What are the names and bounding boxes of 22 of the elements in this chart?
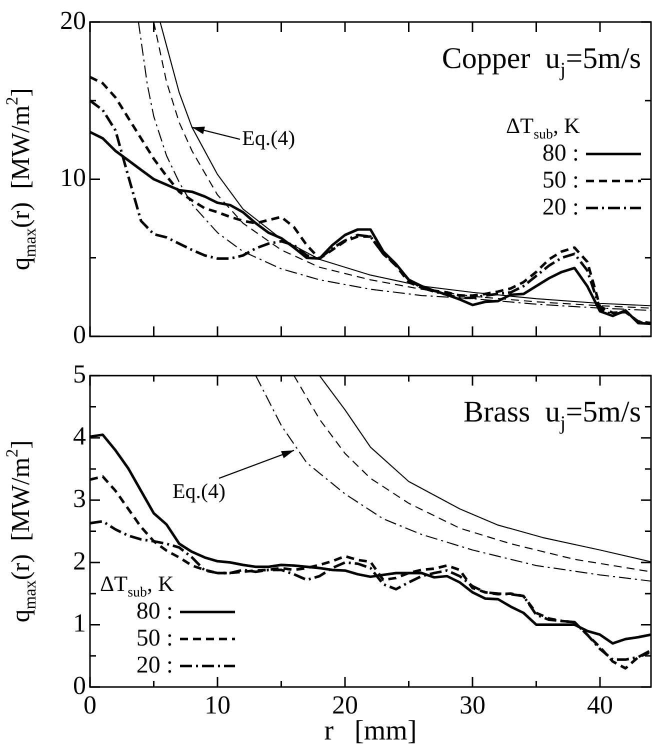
y-tick-label: 0	[73, 320, 86, 350]
x-tick-label: 10	[204, 690, 230, 720]
y-tick-label: 2	[73, 546, 86, 576]
legend-label: 20 :	[136, 652, 174, 678]
y-tick-label: 4	[73, 422, 86, 451]
y-tick-label: 3	[73, 484, 86, 513]
y-tick-label: 1	[73, 608, 86, 638]
y-tick-label: 5	[73, 359, 86, 388]
annotation: Eq.(4)	[172, 478, 226, 503]
legend-label: 50 :	[542, 167, 580, 194]
y-tick-label: 20	[60, 6, 86, 35]
legend-label: 80 :	[136, 598, 174, 624]
y-axis-title: qmax(r) [MW/m2]	[2, 440, 40, 622]
legend-label: 80 :	[542, 140, 580, 166]
y-tick-label: 0	[73, 670, 86, 700]
y-tick-label: 10	[60, 163, 86, 192]
legend-label: 20 :	[542, 194, 580, 220]
legend-label: 50 :	[136, 625, 174, 652]
x-tick-label: 30	[460, 690, 486, 720]
y-axis-title: qmax(r) [MW/m2]	[2, 88, 40, 270]
annotation: Eq.(4)	[242, 126, 296, 150]
x-tick-label: 40	[587, 690, 613, 720]
